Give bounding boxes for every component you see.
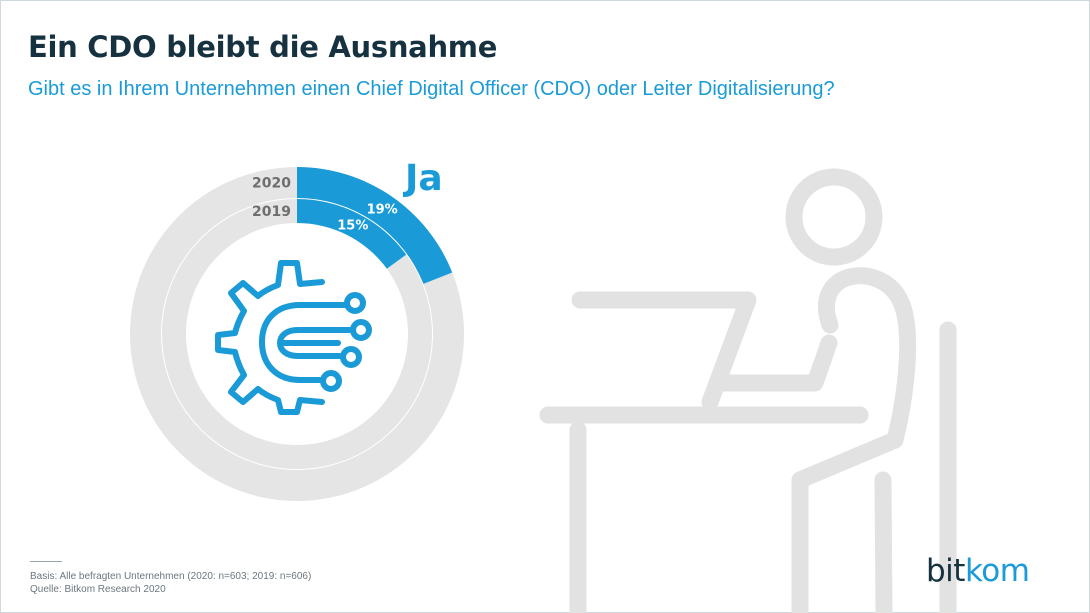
series-label-2019: 2019 <box>252 204 291 220</box>
value-label-2020: 19% <box>367 203 398 218</box>
series-label-2020: 2020 <box>252 176 291 192</box>
donut-slice-2020 <box>297 167 453 284</box>
highlight-category-label: Ja <box>402 158 443 199</box>
value-label-2019: 15% <box>337 218 368 233</box>
footer-source: Quelle: Bitkom Research 2020 <box>30 584 166 595</box>
bitkom-logo: bitkom <box>926 553 1030 589</box>
footer-rule <box>30 561 62 562</box>
donut-slice-2019 <box>297 199 407 269</box>
logo-part-kom: kom <box>964 553 1030 589</box>
page-title: Ein CDO bleibt die Ausnahme <box>28 30 498 64</box>
footer-basis: Basis: Alle befragten Unternehmen (2020:… <box>30 571 312 582</box>
logo-part-bit: bit <box>926 553 965 589</box>
page-subtitle: Gibt es in Ihrem Unternehmen einen Chief… <box>28 78 835 100</box>
